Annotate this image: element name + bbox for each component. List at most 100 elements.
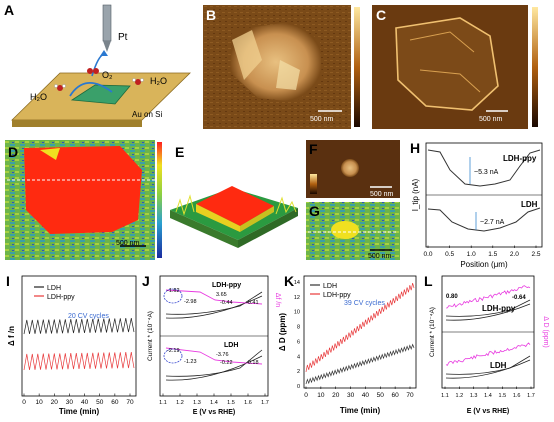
j-x-tick-label: 1.6 <box>244 400 252 406</box>
l-x-tick-label: 1.7 <box>527 393 535 399</box>
scale-label-c: 500 nm <box>479 116 503 123</box>
annot-j-8: -3.76 <box>216 352 229 358</box>
k-x-tick-label: 20 <box>332 392 340 399</box>
annot-l-1: 0.80 <box>446 294 458 300</box>
color-scale-f <box>310 174 317 194</box>
dd-ldhppy <box>445 285 531 309</box>
panel-label-e: E <box>175 144 184 160</box>
k-y-tick-label: 14 <box>294 280 300 286</box>
pt-tip-end <box>103 41 111 52</box>
panel-e: E <box>170 144 298 248</box>
x-ticks-l: 1.1 1.2 1.3 1.4 1.5 1.6 1.7 <box>441 386 535 399</box>
cv-ldhppy <box>165 291 263 315</box>
panel-label-a: A <box>4 2 14 18</box>
panel-f: F 500 nm <box>306 140 400 198</box>
scale-label-g: 500 nm <box>368 253 392 260</box>
panel-label-b: B <box>206 7 216 23</box>
i-x-tick-label: 20 <box>51 399 59 406</box>
l-x-tick-label: 1.3 <box>470 393 478 399</box>
l-x-tick-label: 1.4 <box>484 393 492 399</box>
color-scale-d <box>157 142 162 258</box>
scale-label-d: 500 nm <box>116 240 140 247</box>
title-bottom-l: LDH <box>490 361 507 370</box>
color-scale-c <box>532 7 538 127</box>
h-x-tick-label: 0.5 <box>445 251 454 258</box>
series-label-bottom: LDH <box>521 200 538 209</box>
i-x-tick-label: 10 <box>36 399 44 406</box>
y-axis-label-h: I_tip (nA) <box>411 178 420 211</box>
h2o-molecule-icon <box>57 85 63 91</box>
series-ldhppy-k <box>305 282 415 373</box>
panel-h: H LDH-ppy ~5.3 nA LDH ~2.7 nA 0.0 0.5 1.0 1… <box>410 140 543 269</box>
annot-j-3: 3.65 <box>216 292 227 298</box>
y2-axis-label-l: Δ D (ppm) <box>542 316 549 348</box>
annot-j-7: -1.23 <box>184 359 197 365</box>
cv-ldh <box>165 349 263 377</box>
note-k: 39 CV cycles <box>344 300 385 307</box>
species-h2o-left: H₂O <box>30 92 47 102</box>
axes-k <box>303 275 417 389</box>
k-y-tick-label: 6 <box>297 339 300 345</box>
y-axis-label-l: Current * (10⁻⁴A) <box>429 307 436 357</box>
panel-label-j: J <box>142 273 150 289</box>
x-ticks-j: 1.1 1.2 1.3 1.4 1.5 1.6 1.7 <box>159 393 269 406</box>
series-ldhppy-i <box>23 352 135 371</box>
y-axis-label-j: Current * (10⁻⁴A) <box>147 311 154 361</box>
k-x-tick-label: 0 <box>304 392 308 399</box>
axis-ticks-k: 0 10 20 30 40 50 60 70 0 2 4 6 8 10 12 14 <box>294 280 414 399</box>
i-x-tick-label: 40 <box>81 399 89 406</box>
h-x-tick-label: 0.0 <box>423 251 432 258</box>
j-x-tick-label: 1.3 <box>193 400 201 406</box>
i-x-tick-label: 30 <box>66 399 74 406</box>
l-x-tick-label: 1.2 <box>456 393 464 399</box>
i-x-tick-label: 60 <box>111 399 119 406</box>
annot-j-1: -1.62 <box>167 288 180 294</box>
df-ldh <box>165 347 263 365</box>
k-x-tick-label: 70 <box>406 392 414 399</box>
substrate-label: Au on Si <box>132 110 162 119</box>
annot-j-4: -0.44 <box>220 300 233 306</box>
j-x-tick-label: 1.4 <box>210 400 218 406</box>
3d-active-plateau <box>196 186 274 226</box>
title-top-j: LDH-ppy <box>212 282 241 289</box>
j-x-tick-label: 1.1 <box>159 400 167 406</box>
k-y-tick-label: 10 <box>294 310 300 316</box>
h-x-tick-label: 2.0 <box>510 251 519 258</box>
scale-label-f: 500 nm <box>370 191 394 198</box>
x-axis-label-i: Time (min) <box>59 407 100 416</box>
legend-k-ldh: LDH <box>323 283 337 290</box>
l-x-tick-label: 1.5 <box>499 393 507 399</box>
k-x-tick-label: 10 <box>317 392 325 399</box>
annot-j-5: -0.41 <box>246 300 259 306</box>
panel-d: D 500 nm <box>5 140 162 260</box>
substrate-edge <box>12 120 142 127</box>
y2-axis-label-j: Δf /n <box>274 293 281 308</box>
annot-top: ~5.3 nA <box>474 169 499 176</box>
panel-a: A Pt H₂O O₂ H₂O Au on Si <box>4 2 191 127</box>
annot-l-2: -0.64 <box>512 295 526 301</box>
scale-label-b: 500 nm <box>310 116 334 123</box>
i-x-tick-label: 50 <box>96 399 104 406</box>
note-i: 20 CV cycles <box>68 313 109 320</box>
l-x-tick-label: 1.1 <box>441 393 449 399</box>
h-x-tick-label: 1.5 <box>488 251 497 258</box>
o2-molecule-icon <box>87 68 93 74</box>
x-axis-label-h: Position (μm) <box>460 260 508 269</box>
panel-label-d: D <box>8 144 18 160</box>
panel-k: K LDH LDH-ppy 39 CV cycles 0 10 20 30 40 50 60… <box>278 273 417 415</box>
panel-g: G 500 nm <box>306 202 400 260</box>
i-x-tick-label: 0 <box>22 399 26 406</box>
arrow-head-icon <box>100 50 108 56</box>
cycle-arrow <box>69 82 113 97</box>
j-x-tick-label: 1.5 <box>227 400 235 406</box>
panel-label-k: K <box>284 273 294 289</box>
dd-ldh <box>445 342 531 366</box>
ldh-flake <box>70 84 131 105</box>
series-ldh-i <box>23 318 135 335</box>
y-axis-label-i: Δ f /n <box>7 326 16 346</box>
k-y-tick-label: 12 <box>294 295 300 301</box>
k-x-tick-label: 30 <box>347 392 355 399</box>
species-h2o-right: H₂O <box>150 76 167 86</box>
j-x-tick-label: 1.2 <box>176 400 184 406</box>
